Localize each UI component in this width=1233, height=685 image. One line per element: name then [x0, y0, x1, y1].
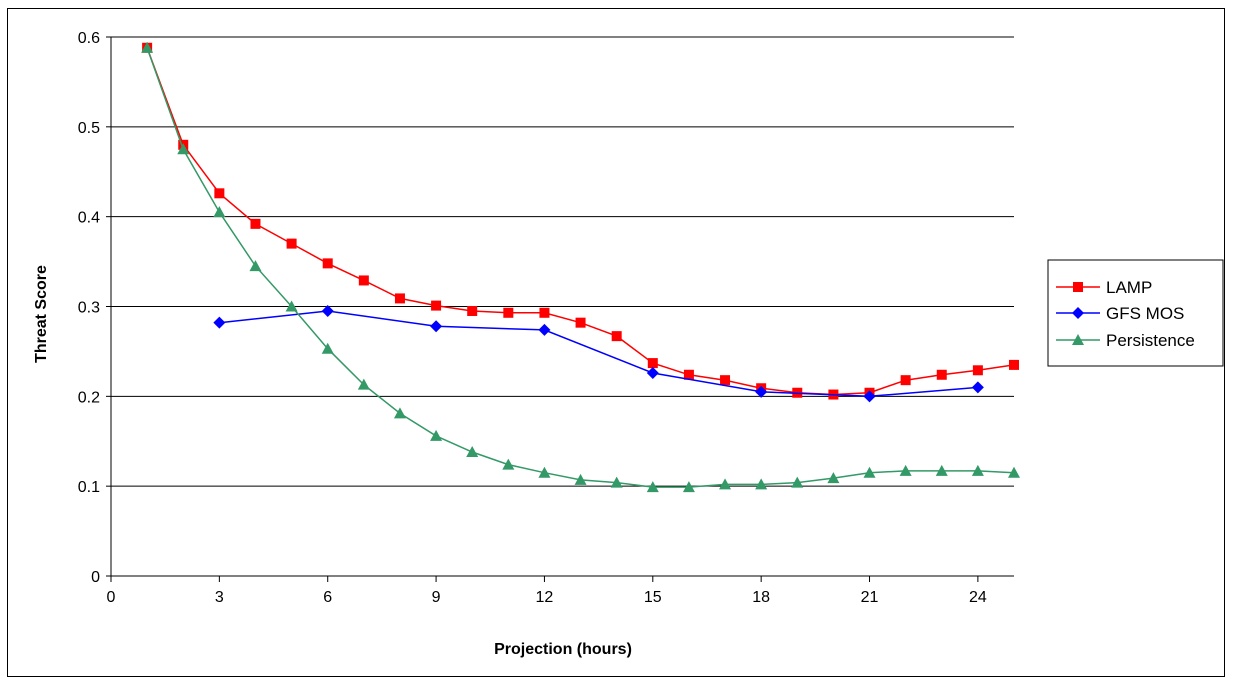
data-point-lamp	[503, 307, 514, 318]
data-point-lamp	[394, 293, 405, 304]
data-point-lamp	[358, 275, 369, 286]
y-tick-label: 0.3	[78, 300, 100, 317]
x-tick-label: 24	[969, 589, 987, 606]
data-point-persistence	[1008, 466, 1020, 478]
data-point-gfs-mos	[538, 323, 551, 336]
x-tick-label: 12	[536, 589, 554, 606]
legend-marker-persistence	[1072, 334, 1084, 345]
x-tick-labels: 0 3 6 9 12 15 18 21 24	[107, 589, 987, 606]
data-point-lamp	[286, 238, 297, 249]
data-point-lamp	[214, 188, 225, 199]
x-tick-label: 18	[752, 589, 770, 606]
series-persistence	[141, 41, 1020, 493]
data-point-persistence	[755, 478, 768, 490]
data-point-persistence	[899, 464, 912, 476]
data-point-persistence	[574, 473, 587, 485]
data-point-gfs-mos	[213, 316, 226, 329]
data-point-lamp	[900, 375, 911, 386]
legend-entry-gfs-mos: GFS MOS	[1056, 304, 1184, 323]
chart-frame	[7, 8, 1225, 677]
data-point-lamp	[467, 305, 478, 316]
x-tick-label: 9	[432, 589, 441, 606]
data-point-gfs-mos	[646, 366, 659, 379]
data-point-persistence	[249, 260, 262, 272]
data-point-lamp	[1009, 359, 1019, 370]
data-point-persistence	[357, 378, 370, 390]
y-axis-label: Threat Score	[33, 265, 50, 363]
data-point-persistence	[141, 41, 154, 53]
data-point-persistence	[466, 446, 479, 458]
y-tick-label: 0.6	[78, 30, 100, 47]
data-point-gfs-mos	[755, 385, 768, 398]
data-point-lamp	[936, 369, 947, 380]
data-point-lamp	[611, 331, 622, 342]
y-tick-label: 0.1	[78, 479, 100, 496]
legend-marker-lamp	[1073, 282, 1083, 292]
data-point-lamp	[683, 369, 694, 380]
data-point-persistence	[935, 464, 948, 476]
data-point-lamp	[575, 317, 586, 328]
data-point-gfs-mos	[321, 304, 334, 317]
y-tick-label: 0	[91, 569, 100, 586]
data-point-persistence	[646, 481, 659, 493]
y-tick-labels: 0 0.1 0.2 0.3 0.4 0.5 0.6	[78, 30, 100, 586]
data-point-persistence	[610, 476, 623, 488]
data-point-persistence	[430, 429, 443, 441]
data-point-lamp	[972, 365, 983, 376]
series-line-gfs-mos	[219, 310, 978, 398]
legend-marker-gfs-mos	[1072, 307, 1084, 319]
data-point-gfs-mos	[863, 390, 876, 403]
y-tick-label: 0.2	[78, 389, 100, 406]
data-point-persistence	[682, 481, 695, 493]
data-point-lamp	[539, 307, 550, 318]
data-point-persistence	[719, 478, 732, 490]
y-tick-label: 0.5	[78, 120, 100, 137]
x-tick-label: 21	[861, 589, 879, 606]
series-line-lamp	[146, 47, 1015, 396]
data-point-gfs-mos	[430, 320, 443, 333]
data-point-persistence	[502, 458, 515, 470]
data-point-persistence	[971, 464, 984, 476]
legend-label-persistence: Persistence	[1106, 331, 1195, 350]
legend: LAMP GFS MOS Persistence	[1047, 259, 1224, 367]
data-point-persistence	[827, 472, 840, 484]
x-tick-label: 15	[644, 589, 662, 606]
legend-label-gfs-mos: GFS MOS	[1106, 304, 1184, 323]
x-tick-label: 3	[215, 589, 224, 606]
data-point-persistence	[177, 143, 190, 155]
data-point-persistence	[213, 206, 226, 218]
series-gfs-mos	[213, 304, 984, 403]
x-tick-label: 6	[323, 589, 332, 606]
data-point-gfs-mos	[971, 381, 984, 394]
data-point-lamp	[720, 375, 731, 386]
data-point-persistence	[393, 407, 406, 419]
x-axis-label: Projection (hours)	[494, 641, 632, 658]
data-point-lamp	[322, 258, 333, 269]
legend-entry-lamp: LAMP	[1056, 278, 1152, 297]
data-point-lamp	[647, 358, 658, 369]
data-point-persistence	[285, 300, 298, 312]
data-point-persistence	[538, 466, 551, 478]
x-tick-label: 0	[107, 589, 116, 606]
series-line-persistence	[146, 47, 1015, 488]
series-layer	[141, 41, 1020, 493]
series-lamp	[142, 42, 1019, 400]
data-point-lamp	[431, 300, 442, 311]
y-tick-label: 0.4	[78, 210, 100, 227]
data-point-persistence	[791, 476, 804, 488]
axes	[106, 36, 1014, 582]
data-point-persistence	[321, 342, 334, 354]
gridlines	[111, 36, 1014, 487]
data-point-persistence	[863, 466, 876, 478]
legend-label-lamp: LAMP	[1106, 278, 1152, 297]
legend-entry-persistence: Persistence	[1056, 331, 1195, 350]
data-point-lamp	[250, 218, 261, 229]
